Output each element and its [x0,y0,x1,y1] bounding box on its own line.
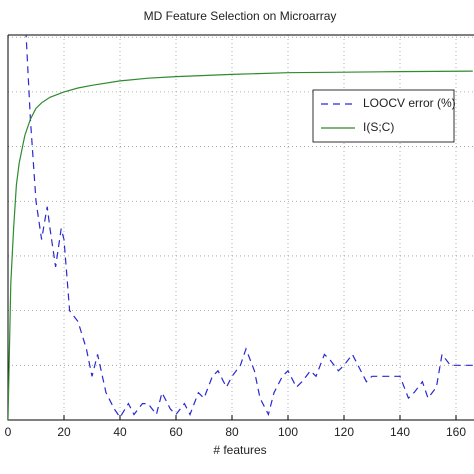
x-tick-label: 80 [225,425,239,439]
x-tick-label: 100 [278,425,298,439]
plot-area [8,35,473,420]
chart-title: MD Feature Selection on Microarray [144,9,337,23]
legend-box [312,89,455,143]
legend-label: LOOCV error (%) [363,96,456,110]
line [25,35,473,419]
x-tick-label: 140 [390,425,410,439]
line [8,70,473,420]
axes-frame [7,34,474,421]
legend-label: I(S;C) [363,120,394,134]
x-tick-label: 0 [5,425,12,439]
x-axis-label: # features [213,443,266,457]
x-tick-label: 120 [334,425,354,439]
x-tick-label: 20 [57,425,71,439]
x-tick-label: 40 [113,425,127,439]
x-tick-label: 160 [446,425,466,439]
x-tick-label: 60 [169,425,183,439]
legend: LOOCV error (%) I(S;C) [312,89,456,143]
